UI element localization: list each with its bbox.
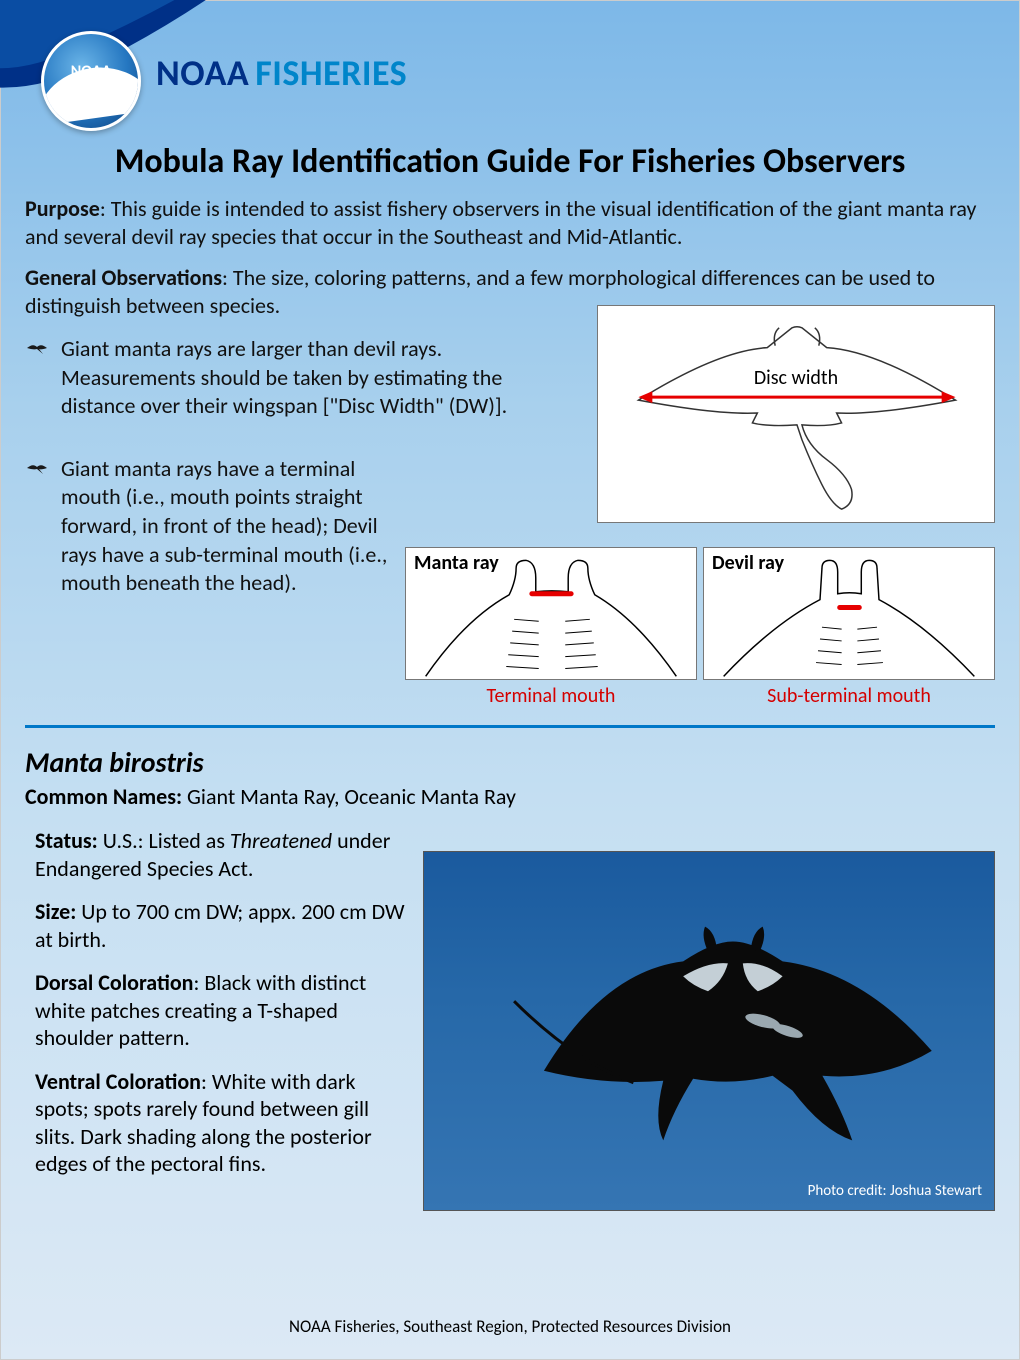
photo-credit: Photo credit: Joshua Stewart <box>808 1182 982 1200</box>
manta-mouth-column: Manta ray Terminal mouth <box>405 547 697 708</box>
ray-bullet-icon <box>25 341 49 355</box>
observations-label: General Observations <box>25 264 222 291</box>
devil-mouth-column: Devil ray Sub-terminal mouth <box>703 547 995 708</box>
ray-bullet-icon <box>25 461 49 475</box>
status-pre: U.S.: Listed as <box>98 827 230 854</box>
noaa-seal-text: NOAA <box>71 62 112 81</box>
size-label: Size: <box>35 898 76 925</box>
brand-fisheries: FISHERIES <box>255 51 407 95</box>
terminal-mouth-caption: Terminal mouth <box>405 684 697 708</box>
status-threatened: Threatened <box>230 827 332 854</box>
common-names-label: Common Names: <box>25 783 182 810</box>
subterminal-mouth-caption: Sub-terminal mouth <box>703 684 995 708</box>
footer-text: NOAA Fisheries, Southeast Region, Protec… <box>1 1316 1019 1337</box>
noaa-seal-icon: NOAA <box>41 31 141 131</box>
status-row: Status: U.S.: Listed as Threatened under… <box>35 827 405 882</box>
status-label: Status: <box>35 827 98 854</box>
disc-width-diagram: Disc width <box>597 305 995 523</box>
size-row: Size: Up to 700 cm DW; appx. 200 cm DW a… <box>35 898 405 953</box>
common-names-row: Common Names: Giant Manta Ray, Oceanic M… <box>25 783 516 810</box>
devil-mouth-diagram: Devil ray <box>703 547 995 680</box>
manta-mouth-diagram: Manta ray <box>405 547 697 680</box>
purpose-paragraph: Purpose: This guide is intended to assis… <box>25 195 995 250</box>
size-text: Up to 700 cm DW; appx. 200 cm DW at birt… <box>35 898 405 953</box>
page-title: Mobula Ray Identification Guide For Fish… <box>1 141 1019 182</box>
species-scientific-name: Manta birostris <box>25 745 204 780</box>
common-names-value: Giant Manta Ray, Oceanic Manta Ray <box>182 783 516 810</box>
header: NOAA NOAA FISHERIES <box>1 1 1019 141</box>
disc-width-label: Disc width <box>598 366 994 390</box>
ventral-label: Ventral Coloration <box>35 1068 201 1095</box>
dorsal-label: Dorsal Coloration <box>35 969 193 996</box>
manta-photo: Photo credit: Joshua Stewart <box>423 851 995 1211</box>
mouth-diagrams: Manta ray Terminal mouth Devil ray Sub-t… <box>405 547 995 708</box>
brand-wordmark: NOAA FISHERIES <box>156 51 407 95</box>
manta-mouth-label: Manta ray <box>414 552 499 574</box>
bullet-text-1: Giant manta rays are larger than devil r… <box>61 335 561 421</box>
dorsal-row: Dorsal Coloration: Black with distinct w… <box>35 969 405 1052</box>
brand-noaa: NOAA <box>156 51 249 95</box>
purpose-text: : This guide is intended to assist fishe… <box>25 195 976 250</box>
section-divider <box>25 725 995 728</box>
species-details: Status: U.S.: Listed as Threatened under… <box>35 827 405 1194</box>
purpose-label: Purpose <box>25 195 100 222</box>
devil-mouth-label: Devil ray <box>712 552 784 574</box>
ventral-row: Ventral Coloration: White with dark spot… <box>35 1068 405 1178</box>
bullet-text-2: Giant manta rays have a terminal mouth (… <box>61 455 401 598</box>
